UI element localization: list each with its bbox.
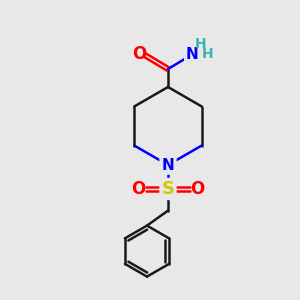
Text: H: H [202,47,214,61]
Text: O: O [132,45,146,63]
Text: O: O [131,180,146,198]
Text: O: O [190,180,205,198]
Text: N: N [162,158,174,172]
Text: N: N [186,46,198,62]
Text: H: H [195,37,207,51]
Text: S: S [161,180,175,198]
